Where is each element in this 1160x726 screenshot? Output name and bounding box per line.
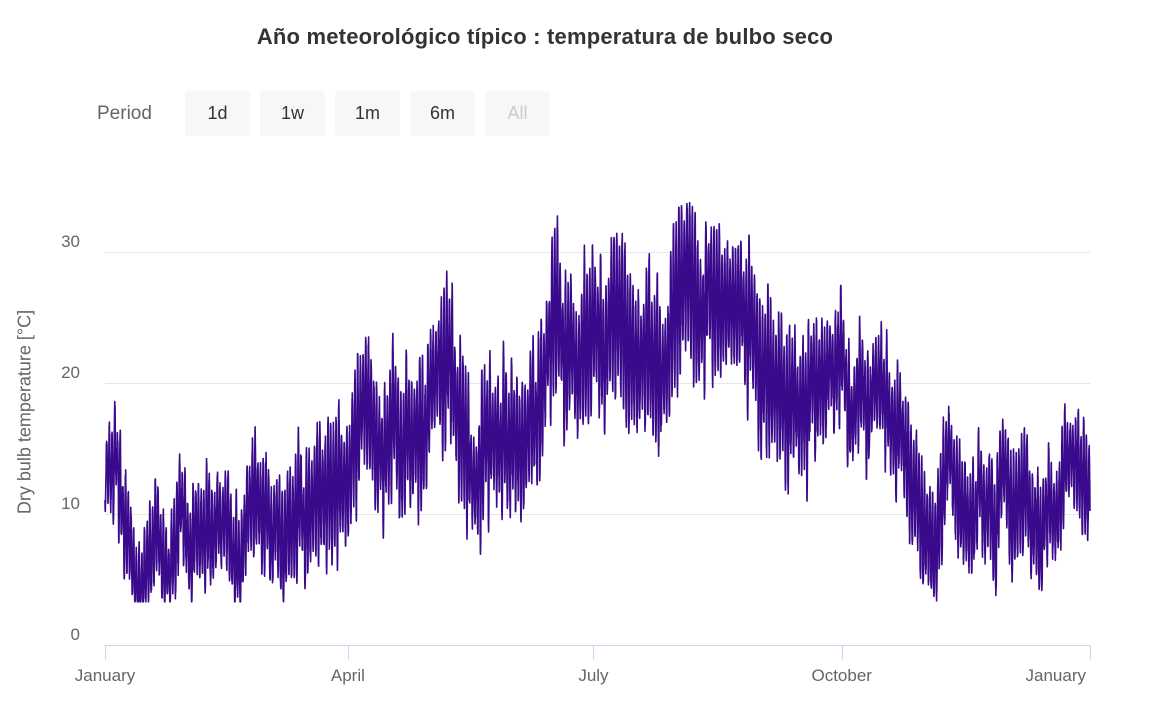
y-tick-label: 10 — [61, 494, 80, 513]
y-axis-title: Dry bulb temperature [°C] — [14, 309, 35, 515]
period-buttons-group: 1d 1w 1m 6m All — [185, 91, 550, 136]
x-tick-label: January — [1025, 666, 1086, 685]
x-tick-label: October — [811, 666, 872, 685]
period-button-1d[interactable]: 1d — [185, 91, 250, 136]
x-tick-label: April — [330, 666, 365, 685]
period-button-1w[interactable]: 1w — [260, 91, 325, 136]
y-tick-label: 0 — [70, 625, 80, 644]
period-button-all[interactable]: All — [485, 91, 550, 136]
chart-title: Año meteorológico típico : temperatura d… — [256, 24, 834, 49]
period-selector: Period 1d 1w 1m 6m All — [0, 91, 1160, 136]
period-label: Period — [97, 103, 152, 124]
x-tick-label: January — [74, 666, 136, 685]
period-button-1m[interactable]: 1m — [335, 91, 400, 136]
y-tick-label: 30 — [61, 232, 80, 251]
x-tick-label: July — [578, 666, 609, 685]
y-tick-label: 20 — [61, 363, 80, 382]
period-button-6m[interactable]: 6m — [410, 91, 475, 136]
